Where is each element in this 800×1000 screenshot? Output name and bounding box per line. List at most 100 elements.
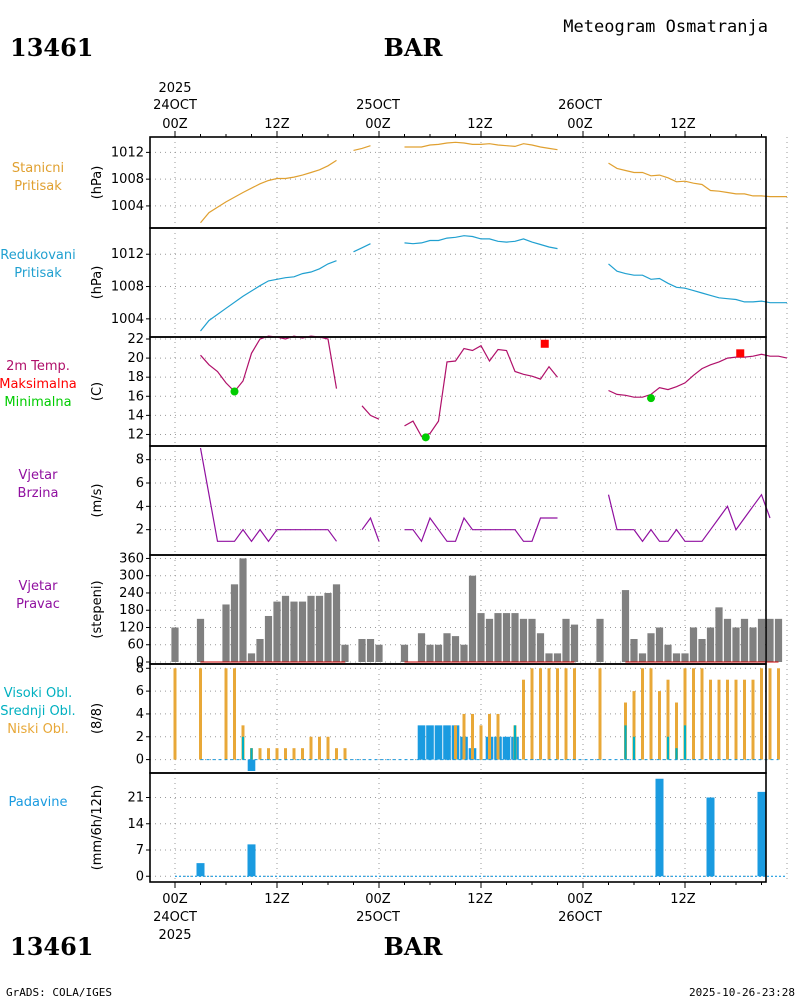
bottom-date-label-1: 24OCT <box>153 910 197 925</box>
y-tick-label: 2 <box>136 523 144 538</box>
y-tick-label: 16 <box>127 389 144 404</box>
cloud-low-bar <box>301 748 304 760</box>
panel-frame <box>149 336 767 447</box>
wind-direction-bar <box>672 653 681 662</box>
panel-frame <box>149 227 767 338</box>
wind-direction-bar <box>332 584 341 662</box>
wind-direction-bar <box>341 644 349 662</box>
legend-label-clouds: Visoki Obl. <box>4 686 72 701</box>
wind-direction-bar <box>630 638 638 662</box>
station-id-top: 13461 <box>10 33 94 62</box>
bottom-hour-label-2: 12Z <box>264 892 290 907</box>
cloud-low-bar <box>275 748 279 760</box>
y-tick-label: 60 <box>127 638 144 653</box>
cloud-high-bar <box>241 736 245 760</box>
legend-label-pressure: Pritisak <box>14 179 62 194</box>
wind-direction-bar <box>171 627 179 662</box>
cloud-low-bar <box>488 713 491 760</box>
wind-direction-bar <box>400 644 409 662</box>
cloud-low-bar <box>173 668 177 760</box>
wind-direction-bar <box>749 627 757 662</box>
cloud-high-bar <box>675 748 678 760</box>
y-tick-label: 20 <box>127 351 144 366</box>
wind-direction-bar <box>545 653 553 662</box>
wind-direction-bar <box>264 615 273 662</box>
series-line-temperature <box>608 353 788 398</box>
cloud-low-bar <box>199 668 202 760</box>
top-hour-label-2: 12Z <box>264 117 290 132</box>
cloud-mid-bar <box>417 725 426 760</box>
legend-label-wind_direction: Pravac <box>16 597 60 612</box>
wind-direction-bar <box>324 592 332 662</box>
wind-direction-bar <box>706 627 715 662</box>
footer-timestamp: 2025-10-26-23:28 <box>689 986 795 999</box>
legend-label-temperature: 2m Temp. <box>6 359 70 374</box>
series-line-temperature <box>361 405 380 420</box>
y-tick-label: 4 <box>136 707 144 722</box>
wind-direction-bar <box>774 618 783 662</box>
series-line-reduced <box>353 243 371 253</box>
wind-direction-bar <box>315 595 324 662</box>
wind-direction-bar <box>723 618 732 662</box>
wind-direction-bar <box>647 633 655 662</box>
top-hour-label-1: 00Z <box>162 117 188 132</box>
series-line-reduced <box>404 235 558 250</box>
y-axis-label: (stepeni) <box>90 580 105 638</box>
wind-direction-bar <box>230 584 239 662</box>
y-tick-label: 240 <box>119 586 144 601</box>
wind-direction-bar <box>477 613 485 662</box>
panel-pressure: 1004 1008 1012 (hPa) Stanicni Pritisak <box>12 136 788 229</box>
top-date-label-1: 24OCT <box>153 98 197 113</box>
wind-direction-bar <box>757 618 766 662</box>
cloud-low-bar <box>530 668 534 760</box>
top-hour-label-4: 12Z <box>467 117 493 132</box>
bottom-date-label-2: 25OCT <box>356 910 400 925</box>
y-tick-label: 8 <box>136 453 144 468</box>
y-tick-label: 1012 <box>111 145 144 160</box>
station-id-bottom: 13461 <box>10 932 94 961</box>
bottom-hour-label-4: 12Z <box>467 892 493 907</box>
legend-label-temperature: Maksimalna <box>0 377 77 392</box>
cloud-high-bar <box>250 748 253 760</box>
cloud-low-bar <box>471 713 474 760</box>
cloud-low-bar <box>496 713 500 760</box>
cloud-low-bar <box>709 679 712 760</box>
wind-direction-bar <box>256 638 264 662</box>
cloud-low-bar <box>556 668 559 760</box>
wind-direction-bar <box>715 607 723 662</box>
wind-direction-bar <box>375 644 383 662</box>
cloud-mid-bar <box>443 725 451 760</box>
top-year-label: 2025 <box>158 81 191 96</box>
wind-direction-bar <box>290 601 298 662</box>
wind-direction-bar <box>562 618 570 662</box>
series-line-pressure <box>353 145 371 151</box>
wind-direction-bar <box>443 633 451 662</box>
y-tick-label: 180 <box>119 603 144 618</box>
y-tick-label: 0 <box>136 753 144 768</box>
wind-direction-bar <box>596 618 604 662</box>
y-axis-label: (hPa) <box>90 166 105 200</box>
cloud-low-bar <box>224 668 228 760</box>
wind-direction-bar <box>239 558 247 662</box>
wind-direction-bar <box>366 638 375 662</box>
y-tick-label: 14 <box>127 408 144 423</box>
y-tick-label: 300 <box>119 569 144 584</box>
legend-label-reduced: Redukovani <box>0 248 75 263</box>
series-line-pressure <box>608 162 787 198</box>
series-line-temperature <box>404 344 558 438</box>
wind-direction-bar <box>417 633 426 662</box>
cloud-low-bar <box>284 748 287 760</box>
panel-frame <box>149 445 767 556</box>
max-temp-marker <box>736 349 745 358</box>
wind-direction-bar <box>426 644 434 662</box>
precipitation-bar <box>706 797 715 877</box>
time-axis-labels: 2025 24OCT 25OCT 26OCT 00Z 12Z 00Z 12Z 0… <box>153 81 696 943</box>
top-hour-label-5: 00Z <box>567 117 593 132</box>
footer-credit: GrADS: COLA/IGES <box>6 986 112 999</box>
cloud-low-bar <box>233 668 236 760</box>
legend-label-clouds: Srednji Obl. <box>0 704 75 719</box>
cloud-low-bar <box>641 668 644 760</box>
max-temp-marker <box>540 339 549 348</box>
cloud-low-bar <box>564 668 568 760</box>
